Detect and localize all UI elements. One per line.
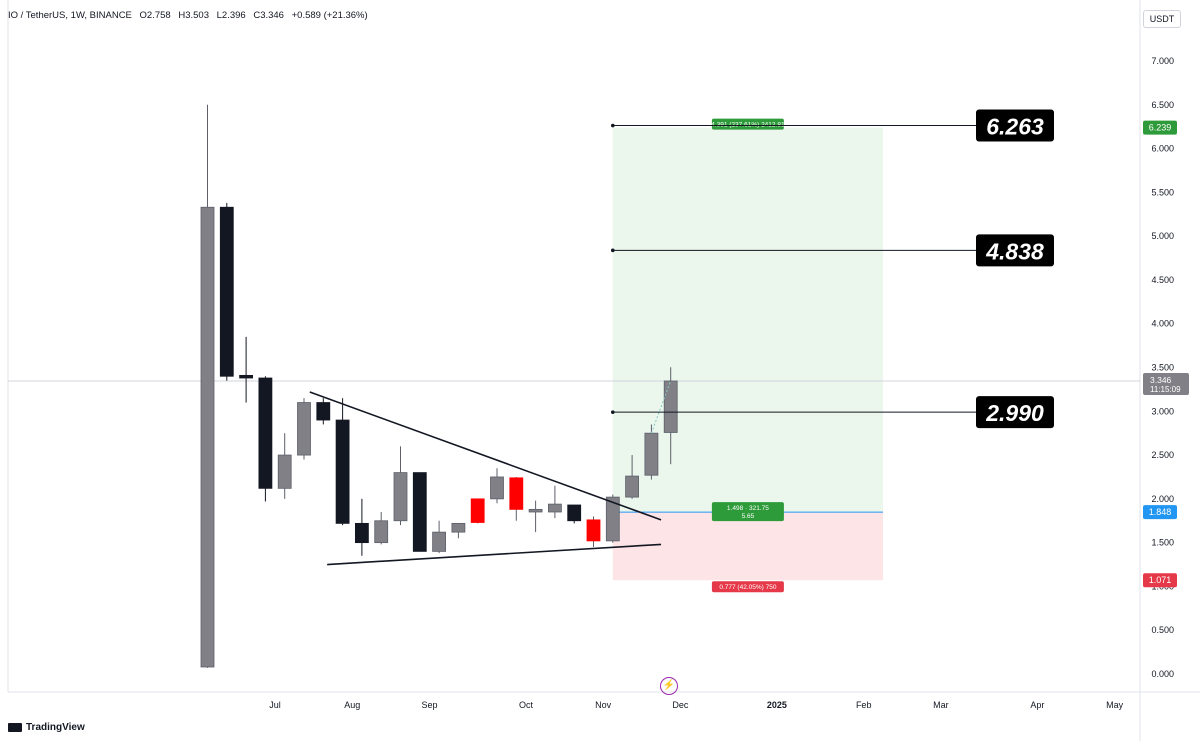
candle-body — [567, 504, 582, 522]
candle-body — [412, 472, 427, 552]
y-tick-label: 1.500 — [1151, 538, 1174, 548]
candle-body — [548, 503, 562, 513]
y-tick-label: 2.000 — [1151, 494, 1174, 504]
x-tick-label: May — [1106, 700, 1124, 710]
lightning-icon[interactable]: ⚡ — [660, 677, 678, 695]
entry-label: 5.65 — [742, 513, 755, 520]
current-price-badge — [1143, 372, 1189, 395]
x-tick-label: Apr — [1030, 700, 1044, 710]
candle-body — [316, 402, 331, 421]
candle-body — [200, 206, 215, 668]
y-tick-label: 3.500 — [1151, 363, 1174, 373]
entry-label-box — [711, 502, 784, 522]
currency-button[interactable]: USDT — [1143, 10, 1181, 28]
countdown-label: 11:15:09 — [1150, 385, 1181, 394]
target-label-box — [711, 118, 784, 130]
stop-zone — [612, 512, 883, 581]
y-tick-label: 5.500 — [1151, 187, 1174, 197]
level-dot — [611, 248, 615, 253]
x-tick-label: Feb — [856, 700, 872, 710]
level-label: 4.838 — [985, 238, 1044, 264]
level-label-box — [976, 234, 1054, 267]
axis-badge — [1143, 120, 1177, 135]
trendline — [309, 391, 662, 521]
x-tick-label: Sep — [421, 700, 437, 710]
y-tick-label: 4.000 — [1151, 319, 1174, 329]
trendline — [327, 543, 662, 566]
candle-body — [374, 520, 389, 544]
candle-body — [625, 475, 639, 498]
candle-body — [605, 496, 620, 542]
y-tick-label: 0.000 — [1151, 669, 1174, 679]
high-value: H3.503 — [178, 10, 209, 21]
candle-body — [239, 374, 254, 379]
x-tick-label: Mar — [933, 700, 949, 710]
axis-badge-label: 1.848 — [1149, 507, 1172, 517]
entry-label: 1.498 · 321.75 — [727, 505, 769, 512]
branding-label: TradingView — [26, 722, 85, 733]
level-label-box — [976, 396, 1054, 429]
candle-body — [644, 432, 659, 476]
candle-body — [432, 531, 447, 552]
y-tick-label: 0.500 — [1151, 625, 1174, 635]
candle-body — [277, 454, 292, 489]
level-dot — [611, 410, 615, 414]
level-label: 6.263 — [986, 114, 1044, 140]
level-label-box — [976, 109, 1054, 142]
y-tick-label: 4.500 — [1151, 275, 1174, 285]
y-tick-label: 2.500 — [1151, 450, 1174, 460]
level-dot — [611, 123, 615, 128]
x-tick-label: Dec — [672, 700, 689, 710]
change-value: +0.589 (+21.36%) — [291, 10, 368, 21]
low-value: L2.396 — [216, 10, 246, 21]
candle-body — [297, 402, 311, 456]
candle-body — [354, 522, 369, 544]
candle-body — [451, 522, 466, 533]
candle-body — [490, 476, 504, 500]
axis-badge — [1143, 573, 1177, 588]
level-label: 2.990 — [985, 400, 1044, 426]
y-tick-label: 6.000 — [1151, 144, 1174, 154]
x-tick-label: Nov — [595, 700, 612, 710]
candle-body — [509, 477, 524, 510]
symbol-label[interactable]: IO / TetherUS, 1W, BINANCE — [8, 10, 132, 21]
x-tick-label: Jul — [269, 700, 281, 710]
candle-body — [258, 377, 273, 489]
candle-body — [470, 498, 485, 523]
candle-body — [528, 508, 543, 513]
y-tick-label: 5.000 — [1151, 231, 1174, 241]
y-tick-label: 7.000 — [1151, 56, 1174, 66]
y-tick-label: 3.000 — [1151, 406, 1174, 416]
axis-badge-label: 6.239 — [1149, 123, 1172, 133]
tradingview-logo-icon — [8, 723, 22, 732]
projection-line — [650, 380, 672, 434]
chart-header: IO / TetherUS, 1W, BINANCE O2.758 H3.503… — [8, 10, 373, 21]
stop-label-box — [711, 581, 784, 593]
candle-body — [335, 419, 350, 524]
candle-body — [393, 472, 408, 522]
axis-badge — [1143, 505, 1177, 520]
x-tick-label: Oct — [519, 700, 534, 710]
x-tick-label: Aug — [344, 700, 360, 710]
current-price-label: 3.346 — [1150, 375, 1172, 385]
axis-badge-label: 1.071 — [1149, 575, 1172, 585]
y-tick-label: 6.500 — [1151, 100, 1174, 110]
candle-body — [586, 519, 601, 542]
x-tick-label: 2025 — [767, 700, 787, 710]
candle-body — [219, 206, 234, 377]
stop-label: 0.777 (42.05%) 750 — [719, 584, 776, 591]
close-value: C3.346 — [253, 10, 284, 21]
tradingview-logo[interactable]: TradingView — [8, 722, 85, 733]
candle-body — [663, 380, 678, 433]
open-value: O2.758 — [139, 10, 171, 21]
